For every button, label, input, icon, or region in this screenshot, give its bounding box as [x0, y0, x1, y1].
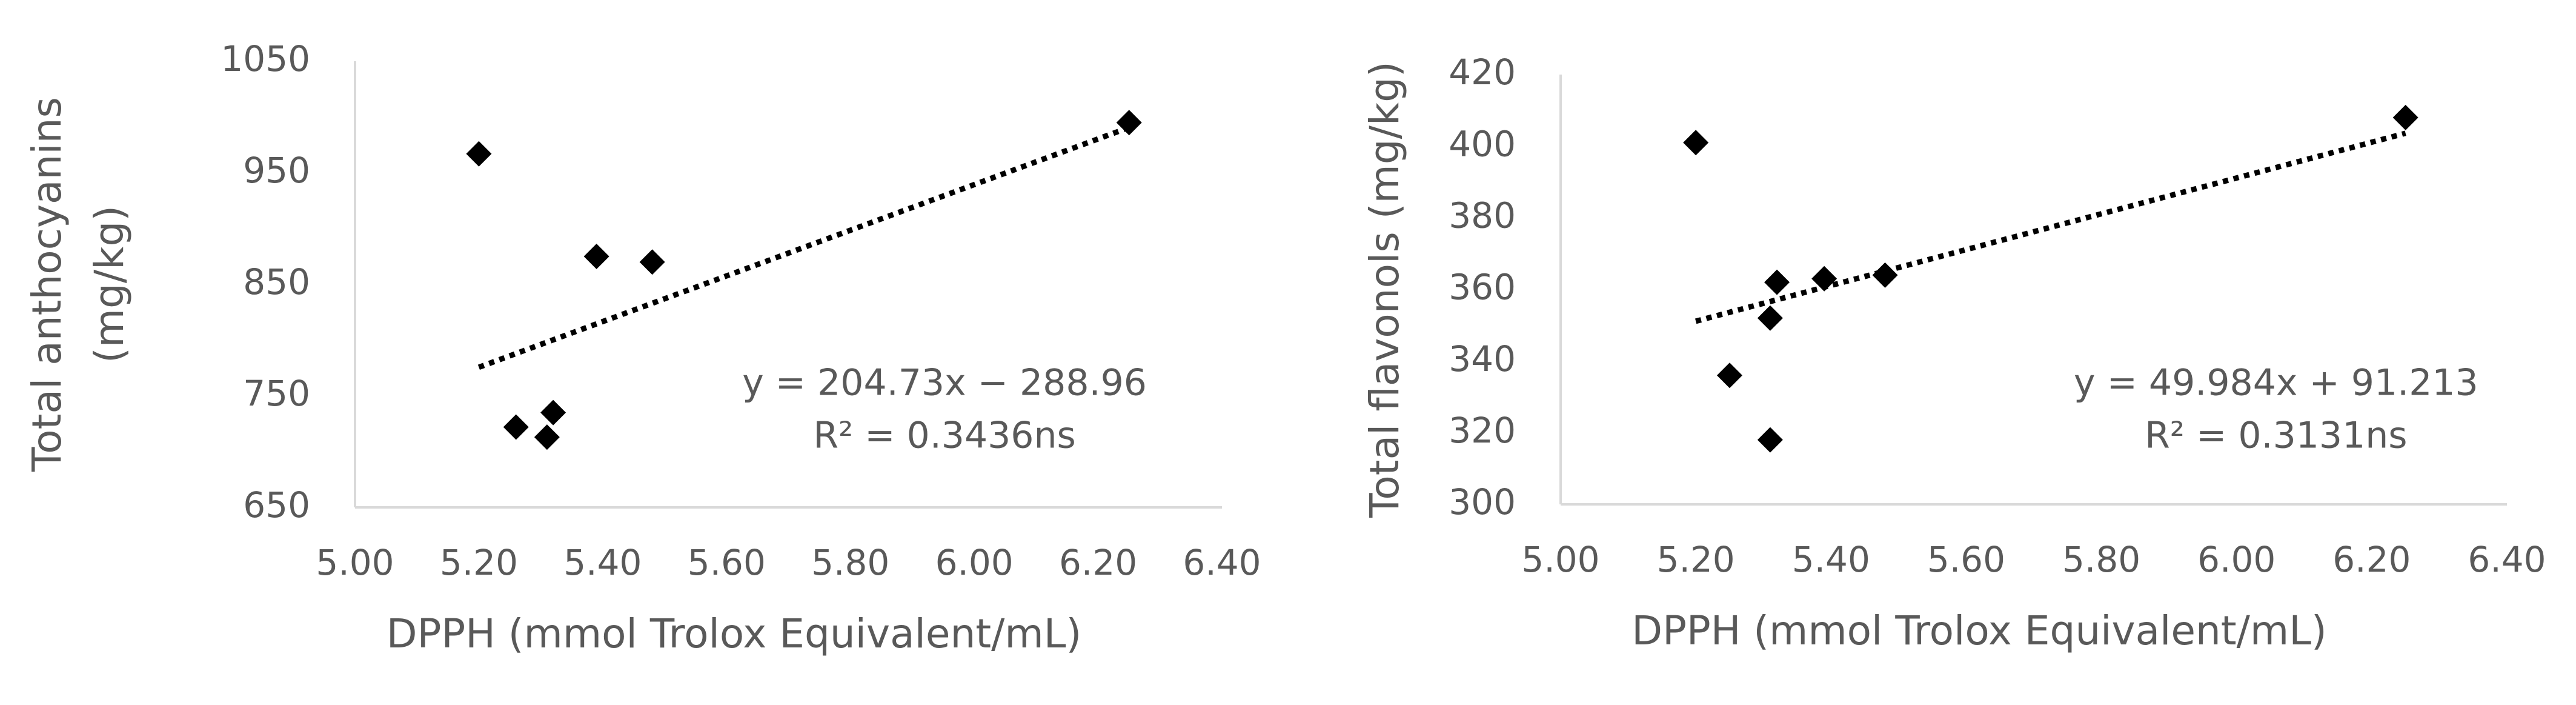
x-tick-label: 5.80 — [811, 542, 889, 583]
y-tick-label: 320 — [1449, 410, 1516, 451]
y-axis-title: (mg/kg) — [86, 205, 133, 363]
chart: 300 320 340 360 380 400 420 5.00 5.20 5.40 5.60 5.8… — [1361, 52, 2546, 654]
data-point — [503, 414, 529, 440]
x-tick-label: 5.40 — [563, 542, 642, 583]
x-tick-label: 6.00 — [2197, 539, 2276, 580]
chart: 650 750 850 950 1050 5.00 5.20 5.40 5.60 5.80 6.00… — [24, 38, 1261, 657]
data-point — [1716, 363, 1742, 389]
y-tick-label: 300 — [1449, 481, 1516, 523]
x-tick-label: 5.60 — [688, 542, 766, 583]
data-point — [1757, 305, 1783, 331]
x-tick-label: 5.20 — [440, 542, 518, 583]
y-tick-label: 650 — [243, 484, 310, 526]
data-point — [1116, 110, 1142, 136]
data-point — [2392, 104, 2418, 130]
x-axis-title: DPPH (mmol Trolox Equivalent/mL) — [1632, 607, 2326, 654]
data-point — [466, 141, 492, 167]
annotation: y = 204.73x − 288.96 — [742, 362, 1147, 404]
x-tick-label: 5.00 — [316, 542, 394, 583]
y-tick-label: 380 — [1449, 195, 1516, 236]
y-tick-label: 1050 — [221, 38, 310, 79]
data-point — [1757, 427, 1783, 453]
y-tick-label: 340 — [1449, 338, 1516, 379]
x-tick-label: 5.20 — [1657, 539, 1735, 580]
data-point — [583, 244, 609, 269]
data-point — [1872, 262, 1898, 288]
x-tick-label: 5.60 — [1927, 539, 2005, 580]
annotation: R² = 0.3436ns — [813, 415, 1075, 457]
x-tick-label: 6.40 — [2468, 539, 2546, 580]
x-tick-label: 5.80 — [2062, 539, 2140, 580]
data-point — [534, 424, 560, 450]
x-tick-label: 6.40 — [1183, 542, 1261, 583]
y-tick-label: 400 — [1449, 123, 1516, 164]
y-tick-label: 950 — [243, 150, 310, 191]
annotation: R² = 0.3131ns — [2145, 415, 2407, 457]
data-point — [1683, 130, 1709, 156]
trendline — [477, 125, 1130, 370]
data-point — [639, 249, 665, 275]
annotation: y = 49.984x + 91.213 — [2074, 362, 2478, 404]
data-point — [1811, 266, 1837, 292]
x-tick-label: 5.00 — [1521, 539, 1599, 580]
x-tick-label: 6.20 — [2332, 539, 2411, 580]
data-point — [540, 399, 566, 426]
y-axis-title: Total flavonols (mg/kg) — [1361, 61, 1408, 518]
y-axis-title: Total anthocyanins — [24, 97, 70, 472]
y-tick-label: 850 — [243, 261, 310, 302]
y-tick-label: 420 — [1449, 52, 1516, 93]
trendline — [1695, 130, 2406, 324]
x-axis-title: DPPH (mmol Trolox Equivalent/mL) — [387, 610, 1081, 657]
y-tick-label: 360 — [1449, 267, 1516, 308]
data-point — [1764, 269, 1790, 295]
x-tick-label: 5.40 — [1792, 539, 1870, 580]
x-tick-label: 6.20 — [1059, 542, 1137, 583]
y-tick-label: 750 — [243, 373, 310, 414]
x-tick-label: 6.00 — [935, 542, 1014, 583]
